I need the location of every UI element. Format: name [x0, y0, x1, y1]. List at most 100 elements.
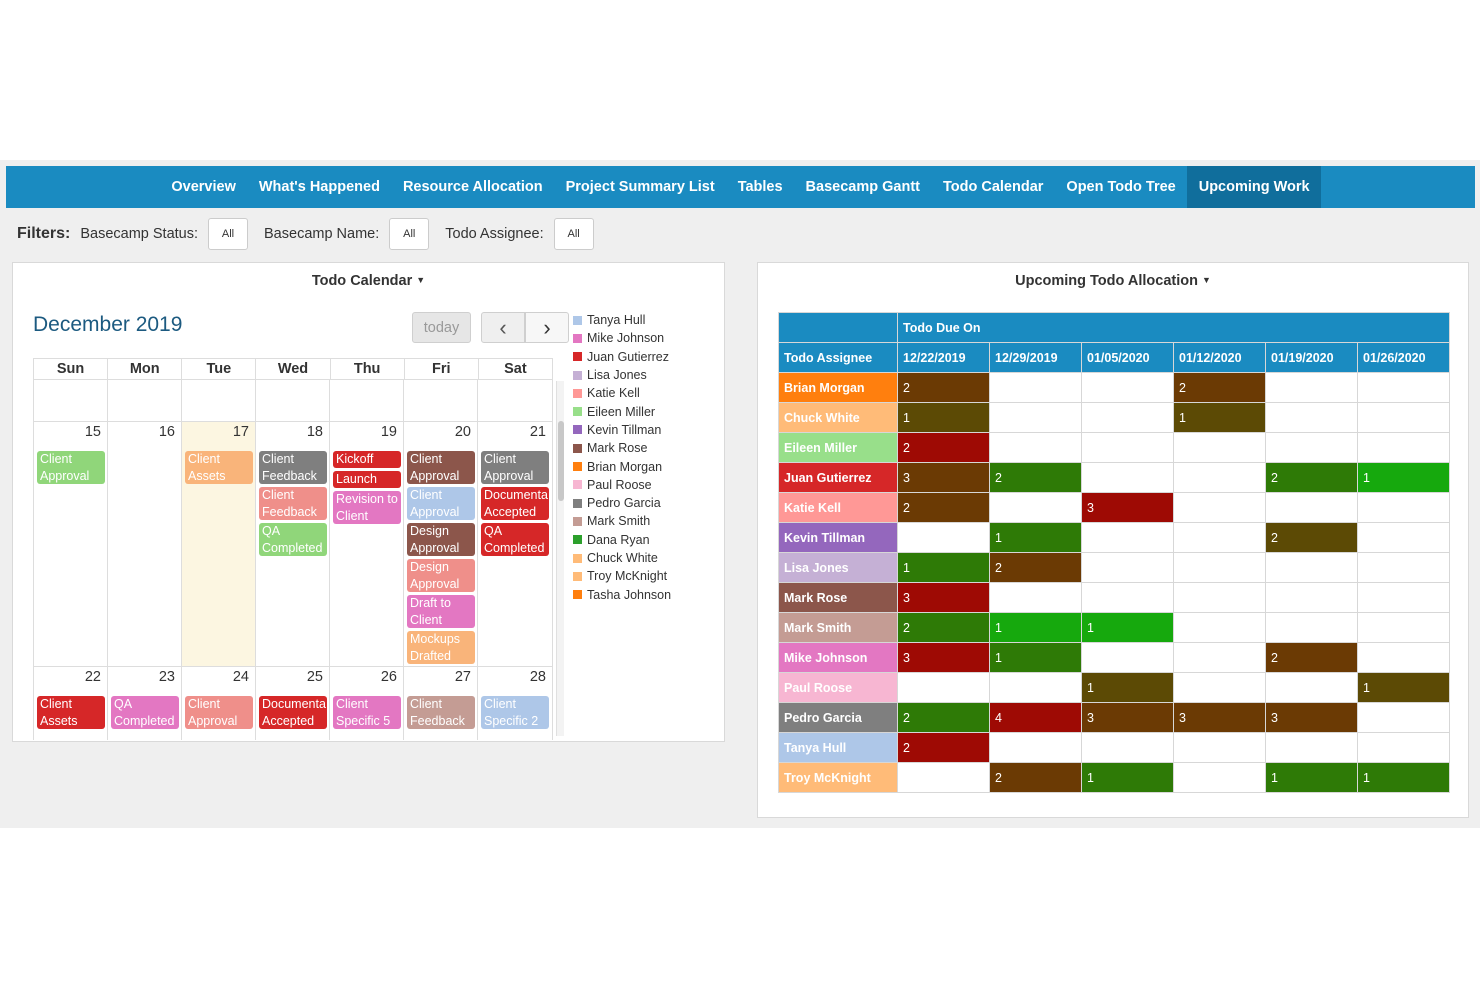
nav-item-upcoming-work[interactable]: Upcoming Work — [1187, 166, 1322, 208]
allocation-cell[interactable]: 3 — [897, 462, 990, 493]
calendar-event[interactable]: Documenta Accepted — [481, 487, 549, 520]
prev-month-button[interactable]: ‹ — [481, 312, 525, 343]
calendar-event[interactable]: Launch — [333, 471, 401, 488]
calendar-day[interactable]: 17 Client Assets Received — [182, 422, 256, 666]
allocation-cell[interactable]: 1 — [1081, 762, 1174, 793]
calendar-day[interactable]: 21 Client Approval Documenta Accepted QA Co… — [478, 422, 552, 666]
allocation-cell[interactable] — [1265, 432, 1358, 463]
allocation-cell[interactable] — [1173, 432, 1266, 463]
nav-item-tables[interactable]: Tables — [737, 179, 783, 195]
calendar-event[interactable]: Design Approval — [407, 523, 475, 556]
allocation-cell[interactable] — [1081, 732, 1174, 763]
calendar-event[interactable]: Client Approval — [407, 451, 475, 484]
calendar-day[interactable]: 19 Kickoff Launch Revision to Client — [330, 422, 404, 666]
allocation-cell[interactable]: 2 — [1265, 642, 1358, 673]
allocation-cell[interactable]: 1 — [1081, 612, 1174, 643]
filter-select-basecamp-name[interactable]: All — [389, 218, 430, 250]
allocation-cell[interactable] — [1357, 402, 1450, 433]
allocation-cell[interactable] — [989, 582, 1082, 613]
allocation-cell[interactable] — [1357, 522, 1450, 553]
day-number[interactable]: 23 — [158, 669, 175, 685]
calendar-event[interactable]: QA Completed — [111, 696, 179, 729]
calendar-event[interactable]: Client Feedback — [259, 451, 327, 484]
allocation-cell[interactable] — [1265, 552, 1358, 583]
allocation-cell[interactable] — [897, 522, 990, 553]
scrollbar-thumb[interactable] — [558, 421, 564, 501]
calendar-day[interactable]: 27 Client Feedback — [404, 667, 478, 740]
day-number[interactable]: 20 — [454, 424, 471, 440]
allocation-cell[interactable]: 1 — [897, 402, 990, 433]
calendar-event[interactable]: Mockups Drafted — [407, 631, 475, 664]
nav-item-open-todo-tree[interactable]: Open Todo Tree — [1066, 179, 1176, 195]
filter-select-todo-assignee[interactable]: All — [553, 218, 594, 250]
day-number[interactable]: 27 — [454, 669, 471, 685]
filter-select-basecamp-status[interactable]: All — [208, 218, 249, 250]
allocation-cell[interactable] — [1357, 702, 1450, 733]
calendar-day[interactable]: 25 Documenta Accepted — [256, 667, 330, 740]
calendar-event[interactable]: Client Assets Received — [37, 696, 105, 729]
allocation-cell[interactable] — [1173, 762, 1266, 793]
nav-item-basecamp-gantt[interactable]: Basecamp Gantt — [805, 179, 920, 195]
allocation-cell[interactable] — [1081, 432, 1174, 463]
allocation-cell[interactable]: 1 — [1357, 672, 1450, 703]
allocation-cell[interactable] — [989, 732, 1082, 763]
calendar-day[interactable]: 26 Client Specific 5 — [330, 667, 404, 740]
allocation-cell[interactable] — [1265, 612, 1358, 643]
allocation-cell[interactable] — [1081, 402, 1174, 433]
allocation-panel-title[interactable]: Upcoming Todo Allocation ▼ — [758, 273, 1468, 289]
allocation-cell[interactable] — [1173, 582, 1266, 613]
calendar-day[interactable]: 22 Client Assets Received — [34, 667, 108, 740]
allocation-cell[interactable] — [1265, 372, 1358, 403]
allocation-cell[interactable] — [1357, 432, 1450, 463]
allocation-cell[interactable]: 3 — [897, 582, 990, 613]
calendar-day[interactable]: 18 Client Feedback Client Feedback QA Compl… — [256, 422, 330, 666]
allocation-cell[interactable] — [1357, 582, 1450, 613]
calendar-event[interactable]: Draft to Client — [407, 595, 475, 628]
calendar-day[interactable]: 15 Client Approval — [34, 422, 108, 666]
today-button[interactable]: today — [412, 312, 471, 343]
calendar-event[interactable]: Client Approval — [185, 696, 253, 729]
day-number[interactable]: 21 — [529, 424, 546, 440]
allocation-cell[interactable]: 3 — [1265, 702, 1358, 733]
allocation-cell[interactable] — [1081, 582, 1174, 613]
calendar-event[interactable]: Client Approval — [37, 451, 105, 484]
allocation-cell[interactable] — [897, 672, 990, 703]
calendar-event[interactable]: Client Specific 5 — [333, 696, 401, 729]
calendar-event[interactable]: Documenta Accepted — [259, 696, 327, 729]
nav-item-what-s-happened[interactable]: What's Happened — [258, 179, 380, 195]
allocation-cell[interactable] — [1173, 672, 1266, 703]
calendar-event[interactable]: Client Specific 2 — [481, 696, 549, 729]
calendar-event[interactable]: Client Assets Received — [185, 451, 253, 484]
calendar-event[interactable]: Client Approval — [481, 451, 549, 484]
allocation-cell[interactable] — [1357, 492, 1450, 523]
calendar-event[interactable]: Client Feedback — [259, 487, 327, 520]
allocation-cell[interactable] — [1265, 732, 1358, 763]
calendar-day[interactable]: 23 QA Completed — [108, 667, 182, 740]
calendar-event[interactable]: Kickoff — [333, 451, 401, 468]
allocation-cell[interactable] — [1173, 552, 1266, 583]
allocation-cell[interactable] — [1081, 462, 1174, 493]
allocation-cell[interactable] — [989, 492, 1082, 523]
allocation-cell[interactable]: 2 — [897, 732, 990, 763]
allocation-cell[interactable] — [897, 762, 990, 793]
nav-item-project-summary-list[interactable]: Project Summary List — [565, 179, 715, 195]
day-number[interactable]: 28 — [529, 669, 546, 685]
todo-calendar-panel-title[interactable]: Todo Calendar ▼ — [13, 273, 724, 289]
allocation-cell[interactable]: 2 — [897, 432, 990, 463]
day-number[interactable]: 26 — [380, 669, 397, 685]
calendar-event[interactable]: Revision to Client — [333, 491, 401, 524]
allocation-cell[interactable] — [989, 372, 1082, 403]
nav-item-todo-calendar[interactable]: Todo Calendar — [942, 179, 1044, 195]
allocation-cell[interactable] — [989, 432, 1082, 463]
allocation-cell[interactable] — [1081, 372, 1174, 403]
allocation-cell[interactable]: 2 — [897, 492, 990, 523]
allocation-cell[interactable] — [1081, 642, 1174, 673]
calendar-day[interactable]: 28 Client Specific 2 — [478, 667, 552, 740]
allocation-cell[interactable] — [1081, 552, 1174, 583]
allocation-cell[interactable] — [1265, 492, 1358, 523]
day-number[interactable]: 25 — [306, 669, 323, 685]
allocation-cell[interactable]: 2 — [897, 372, 990, 403]
allocation-cell[interactable]: 1 — [989, 642, 1082, 673]
allocation-cell[interactable]: 2 — [1173, 372, 1266, 403]
calendar-scrollbar[interactable] — [556, 381, 564, 736]
